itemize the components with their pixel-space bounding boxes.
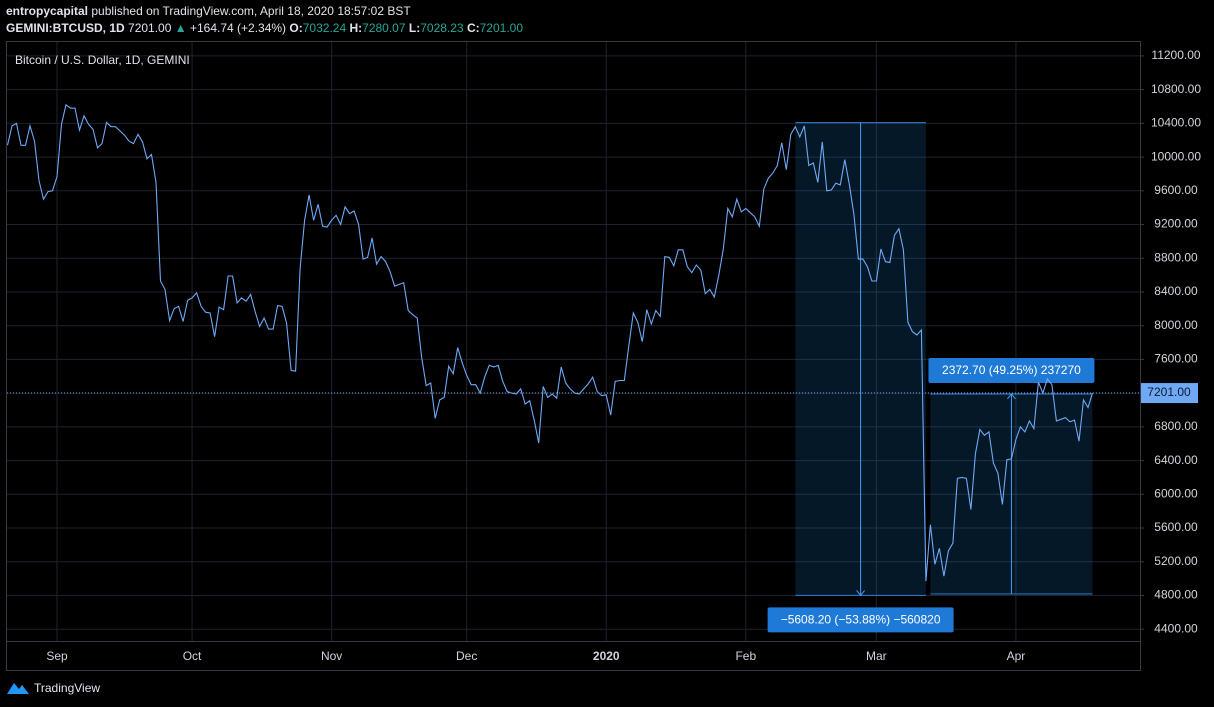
x-tick-label: Feb <box>735 649 756 663</box>
measure-label-box <box>767 607 954 633</box>
x-tick-label: Sep <box>46 649 68 663</box>
measure-arrowhead <box>1007 393 1016 400</box>
change-arrow: ▲ <box>175 21 187 35</box>
last-price-label: 7201.00 <box>1147 385 1191 399</box>
author: entropycapital <box>6 4 88 18</box>
y-tick-label: 4400.00 <box>1154 621 1198 635</box>
x-tick-label: 2020 <box>593 649 620 663</box>
measure-label-box <box>928 357 1095 383</box>
footer-brand: TradingView <box>34 681 100 695</box>
y-tick-label: 11200.00 <box>1151 48 1200 62</box>
x-tick-label: Apr <box>1007 649 1026 663</box>
price: 7201.00 <box>128 21 172 35</box>
logo-icon <box>7 683 29 694</box>
change: +164.74 (+2.34%) <box>190 21 286 35</box>
y-tick-label: 9200.00 <box>1154 217 1198 231</box>
y-tick-label: 10000.00 <box>1151 149 1201 163</box>
x-tick-label: Nov <box>321 649 342 663</box>
y-tick-label: 6400.00 <box>1154 453 1198 467</box>
y-tick-label: 4800.00 <box>1154 588 1198 602</box>
close: 7201.00 <box>480 21 524 35</box>
quote-line: GEMINI:BTCUSD, 1D 7201.00 ▲ +164.74 (+2.… <box>6 21 523 35</box>
y-tick-label: 8000.00 <box>1154 318 1198 332</box>
last-price-tag <box>1141 383 1198 404</box>
symbol: GEMINI:BTCUSD, 1D <box>6 21 125 35</box>
y-tick-label: 10400.00 <box>1151 116 1201 130</box>
y-tick-label: 6800.00 <box>1154 419 1198 433</box>
publish-line: entropycapital published on TradingView.… <box>6 4 411 18</box>
x-tick-label: Dec <box>456 649 477 663</box>
low: 7028.23 <box>420 21 464 35</box>
y-tick-label: 5600.00 <box>1154 520 1198 534</box>
published: published on TradingView.com, April 18, … <box>91 4 411 18</box>
measure-label: −5608.20 (−53.88%) −560820 <box>781 613 941 627</box>
price-line <box>6 103 1094 582</box>
chart-frame <box>6 41 1141 671</box>
measure-arrowhead <box>856 590 865 597</box>
y-tick-label: 9600.00 <box>1154 183 1198 197</box>
footer-logo <box>7 683 29 694</box>
close-label: C: <box>467 21 480 35</box>
y-tick-label: 6000.00 <box>1154 486 1198 500</box>
x-tick-label: Mar <box>866 649 887 663</box>
high-label: H: <box>349 21 362 35</box>
high: 7280.07 <box>362 21 406 35</box>
chart-title: Bitcoin / U.S. Dollar, 1D, GEMINI <box>15 53 190 67</box>
y-tick-label: 10800.00 <box>1151 82 1201 96</box>
y-tick-label: 8800.00 <box>1154 250 1198 264</box>
y-tick-label: 8400.00 <box>1154 284 1198 298</box>
y-tick-label: 5200.00 <box>1154 554 1198 568</box>
plot: −5608.20 (−53.88%) −560820 2372.70 (49.25… <box>6 103 1140 633</box>
open-label: O: <box>289 21 302 35</box>
y-tick-label: 7600.00 <box>1154 352 1198 366</box>
low-label: L: <box>409 21 420 35</box>
measure-label: 2372.70 (49.25%) 237270 <box>942 363 1081 377</box>
x-tick-label: Oct <box>183 649 202 663</box>
open: 7032.24 <box>303 21 347 35</box>
